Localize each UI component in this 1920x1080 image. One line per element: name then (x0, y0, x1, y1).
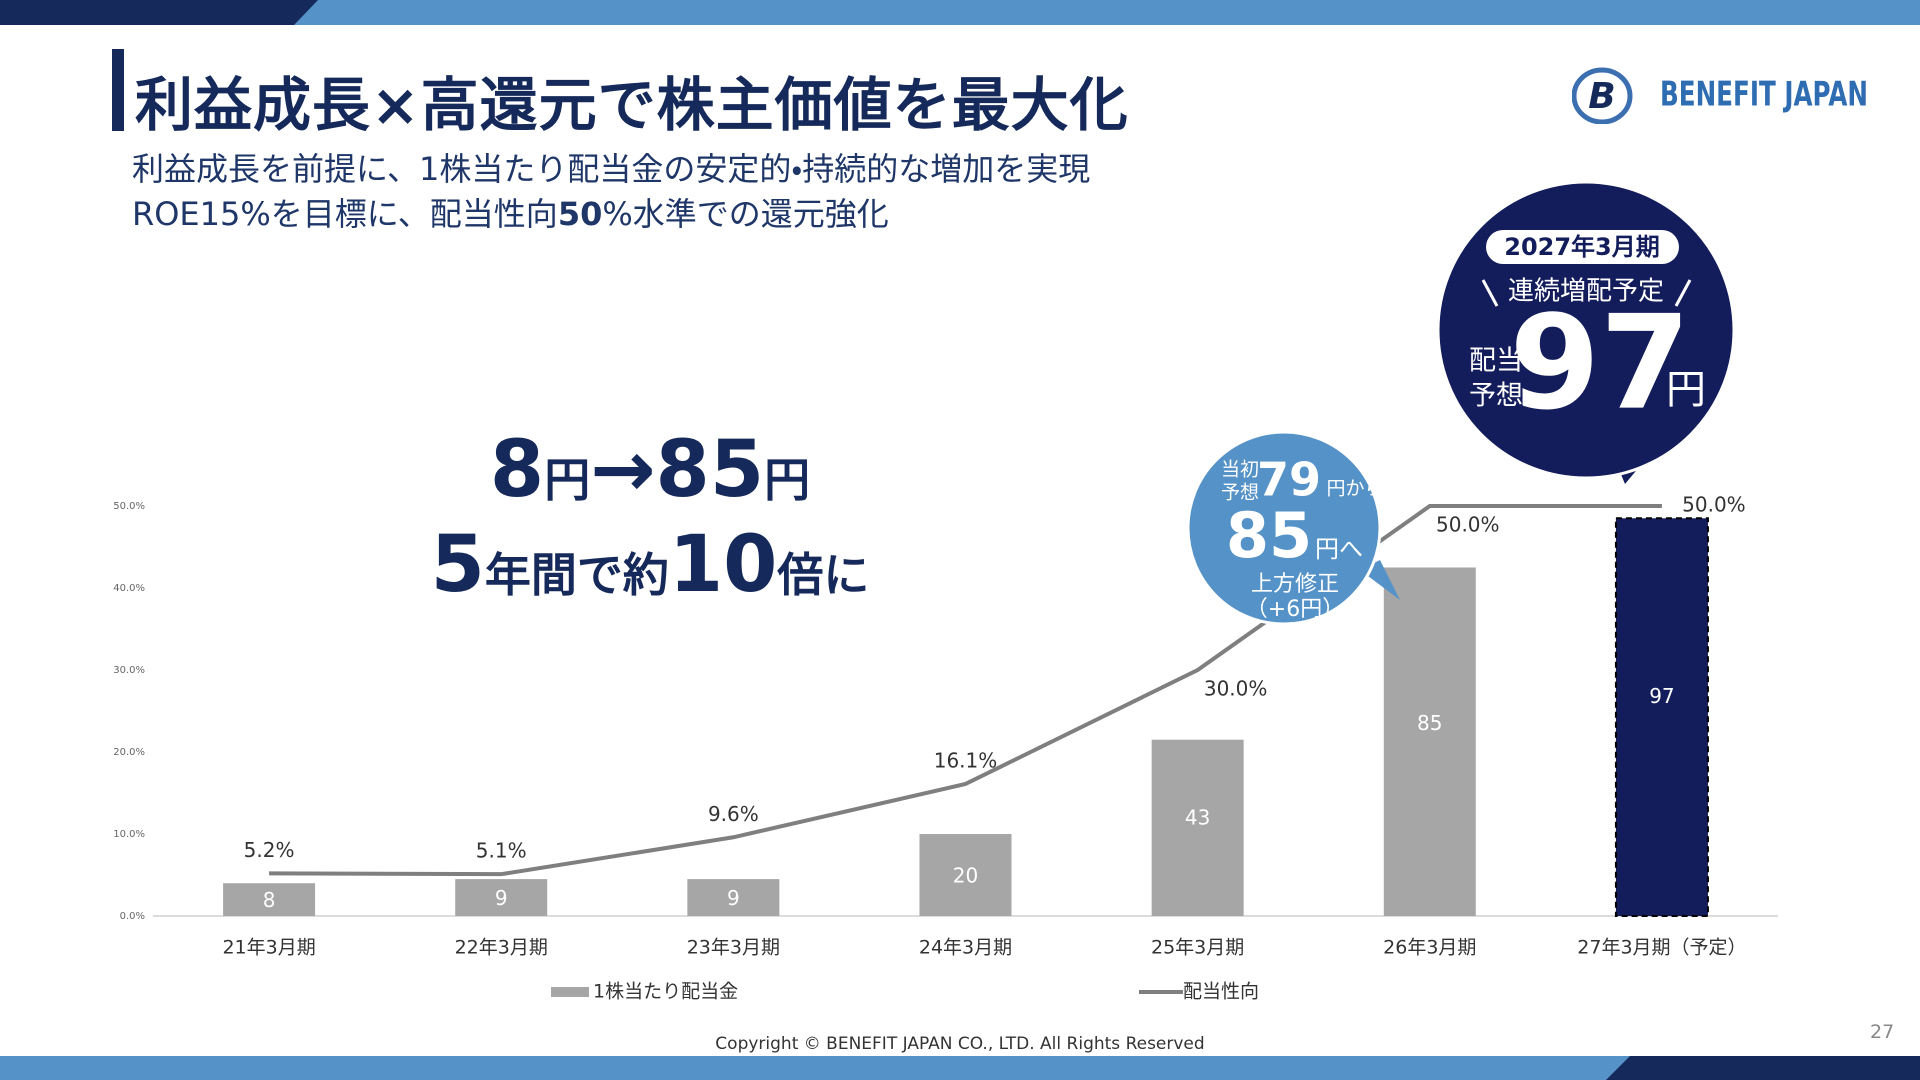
hl-num: 10 (668, 520, 778, 610)
bar (1614, 517, 1709, 917)
y-tick-label: 40.0% (113, 583, 145, 594)
y-tick-label: 10.0% (113, 829, 145, 840)
line (269, 504, 1662, 877)
hl-text: 年間で約 (484, 548, 669, 602)
highlight-line: 8円→85円 (350, 425, 950, 515)
y-tick-label: 30.0% (113, 665, 145, 676)
slide-title: 利益成長×高還元で株主価値を最大化 (135, 71, 1129, 139)
bar (687, 879, 780, 916)
copyright: Copyright © BENEFIT JAPAN CO., LTD. All … (715, 1034, 1205, 1054)
title-bar (112, 49, 124, 131)
bar-value-label: 9 (495, 886, 508, 910)
bar (1151, 739, 1244, 916)
subtitle-text: ROE15%を目標に、配当性向 (132, 195, 558, 233)
bar (919, 834, 1012, 916)
line-value-label: 9.6% (708, 802, 759, 826)
bar (1383, 567, 1476, 916)
line-value-label: 50.0% (1436, 513, 1500, 537)
logo-mark (1572, 67, 1633, 124)
page-number: 27 (1870, 1021, 1895, 1043)
bar-value-label: 20 (953, 864, 978, 888)
legend-swatch (551, 987, 589, 997)
line-value-label: 5.1% (476, 839, 527, 863)
logo-text: BENEFIT JAPAN (1660, 75, 1868, 115)
bar-value-label: 43 (1185, 806, 1210, 830)
top-band (0, 0, 1920, 25)
x-tick-label: 22年3月期 (455, 937, 548, 959)
line-value-label: 30.0% (1204, 677, 1268, 701)
bar-value-label: 8 (263, 888, 276, 912)
line-value-label: 5.2% (244, 838, 295, 862)
hl-num: 8 (489, 425, 545, 515)
bar (223, 883, 316, 916)
x-tick-label: 27年3月期（予定） (1577, 937, 1746, 959)
hl-arrow: → (590, 425, 656, 515)
x-tick-label: 21年3月期 (222, 937, 315, 959)
hl-text: 倍に (777, 548, 870, 602)
bottom-band (0, 1056, 1920, 1080)
line-value-label: 16.1% (934, 748, 998, 772)
bar-value-label: 97 (1649, 684, 1674, 708)
hl-unit: 円 (544, 453, 591, 507)
bar-value-label: 9 (727, 886, 740, 910)
subtitle-emphasis: 50 (557, 195, 603, 233)
line-value-label: 50.0% (1682, 493, 1746, 517)
x-tick-label: 24年3月期 (919, 937, 1012, 959)
legend-label: 配当性向 (1183, 981, 1259, 1003)
y-tick-label: 0.0% (120, 911, 145, 922)
hl-num: 5 (430, 520, 485, 610)
top-band-dark (0, 0, 318, 25)
legend-label: 1株当たり配当金 (593, 981, 738, 1003)
y-tick-label: 50.0% (113, 501, 145, 512)
logo-letter: B (1588, 76, 1615, 117)
logo: B BENEFIT JAPAN (1572, 67, 1868, 124)
subtitle-text: 利益成長を前提に、1株当たり配当金の安定的・持続的な増加を実現 (132, 150, 1091, 188)
y-tick-label: 20.0% (113, 747, 145, 758)
bar-value-label: 85 (1417, 711, 1442, 735)
bottom-band-dark (1606, 1056, 1920, 1080)
hl-unit: 円 (764, 453, 811, 507)
subtitle-text: %水準での還元強化 (602, 195, 889, 233)
x-tick-label: 25年3月期 (1151, 937, 1244, 959)
x-tick-label: 23年3月期 (687, 937, 780, 959)
subtitle: 利益成長を前提に、1株当たり配当金の安定的・持続的な増加を実現 (132, 144, 1090, 190)
highlight-line: 5年間で約10倍に (350, 520, 950, 610)
x-tick-label: 26年3月期 (1383, 937, 1476, 959)
subtitle: ROE15%を目標に、配当性向50%水準での還元強化 (132, 189, 889, 235)
bar (455, 879, 548, 916)
hl-num: 85 (655, 425, 765, 515)
